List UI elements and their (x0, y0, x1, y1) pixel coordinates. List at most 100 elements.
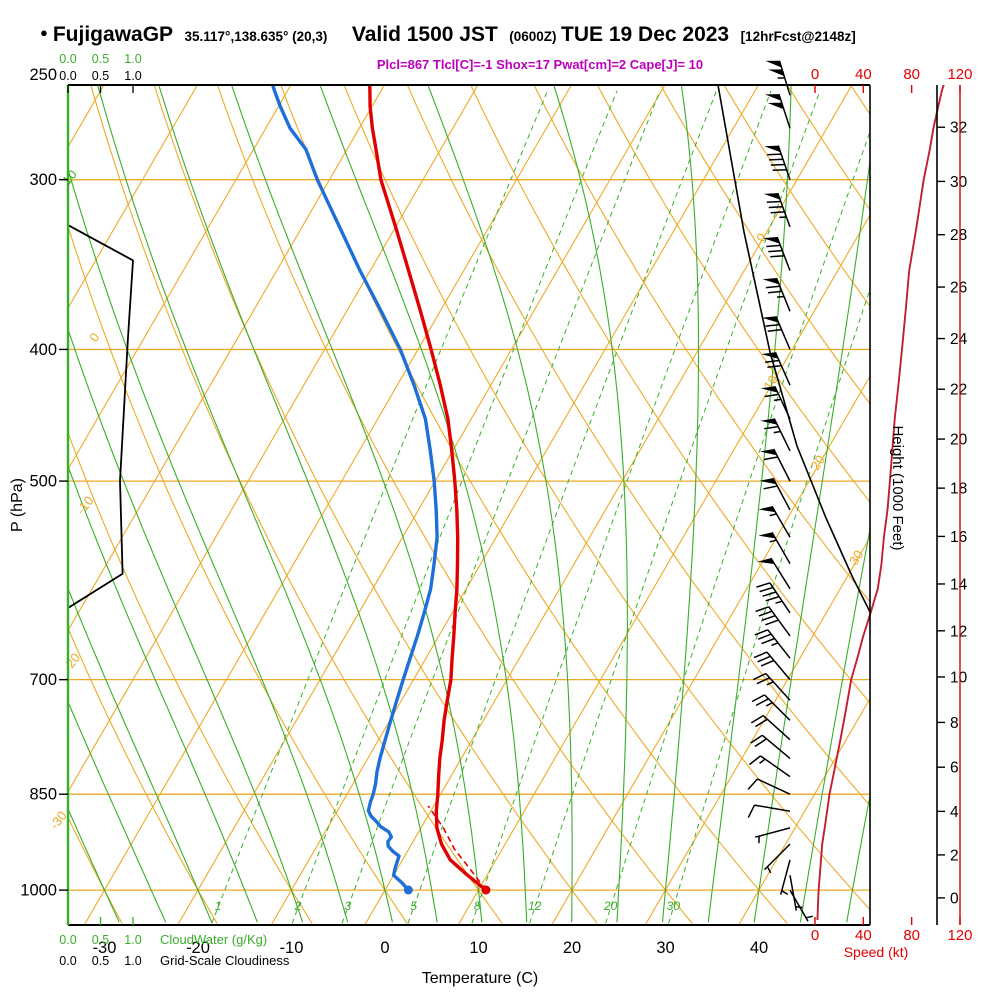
wind-barb-pennant (768, 69, 785, 77)
isotherm-label: 30 (846, 547, 866, 567)
mixing-ratio-label: 30 (667, 899, 681, 913)
height-tick-label: 20 (950, 432, 968, 449)
temperature-tick-label: 20 (563, 939, 581, 957)
wind-barb-pennant (761, 352, 779, 359)
height-tick-label: 32 (950, 120, 967, 137)
height-axis-title: Height (1000 Feet) (889, 425, 906, 550)
station-bullet-icon: ● (40, 25, 48, 40)
wind-barb (753, 651, 791, 681)
temperature-tick-label: -30 (93, 939, 117, 957)
mixing-ratio-label: 12 (528, 899, 542, 913)
speed-axis-title: Speed (kt) (844, 944, 909, 960)
title-bar: ● FujigawaGP 35.117°,138.635° (20,3) Vali… (40, 23, 856, 47)
cloudwater-scale-tick-bottom: 0.0 (59, 933, 76, 947)
speed-tick-label-bottom: 40 (855, 927, 872, 944)
cloudiness-scale-tick-top: 0.0 (59, 69, 76, 83)
wind-barb (756, 582, 791, 614)
wind-barb (755, 606, 791, 637)
wind-barb (765, 277, 791, 312)
temperature-tick-label: 0 (380, 939, 389, 957)
height-tick-label: 24 (950, 331, 968, 348)
speed-tick-label-top: 120 (947, 66, 972, 83)
isotherm-label: 20 (807, 452, 827, 472)
cloudiness-scale-tick-bottom: 1.0 (124, 954, 141, 968)
left-edge-green-label: 10 (59, 167, 80, 188)
surface-temperature-dot (481, 885, 491, 895)
wind-barb (750, 714, 791, 741)
mixing-ratio-label: 5 (410, 899, 417, 913)
height-tick-label: 0 (950, 890, 959, 907)
wind-barb-pennant (758, 506, 776, 513)
speed-tick-label-top: 80 (903, 66, 920, 83)
wind-barb (750, 734, 791, 759)
speed-tick-label-bottom: 80 (903, 927, 920, 944)
wind-barb-pennant (759, 478, 777, 485)
pressure-tick-label: 300 (29, 171, 57, 189)
height-tick-label: 12 (950, 623, 967, 640)
wind-barb (747, 804, 791, 818)
height-tick-label: 4 (950, 804, 959, 821)
wind-barb-pennant (764, 145, 781, 153)
isotherm-label: 0 (753, 230, 770, 244)
wind-barb-pennant (762, 316, 779, 323)
height-tick-label: 18 (950, 481, 967, 498)
cloudwater-scale-tick-top: 1.0 (124, 52, 141, 66)
valid-zulu: (0600Z) (509, 29, 557, 44)
height-tick-label: 26 (950, 280, 967, 297)
valid-date: TUE 19 Dec 2023 (561, 23, 730, 46)
height-tick-label: 28 (950, 227, 967, 244)
height-tick-label: 30 (950, 174, 968, 191)
wind-barb-pennant (759, 449, 777, 456)
wind-barb-pennant (763, 237, 780, 244)
wind-barbs (747, 60, 813, 922)
pressure-tick-label: 1000 (20, 882, 57, 900)
cloudwater-scale-tick-bottom: 1.0 (124, 933, 141, 947)
wind-barb (778, 93, 791, 129)
wind-barb (767, 145, 791, 180)
mixing-ratio-label: 1 (215, 899, 222, 913)
cloudwater-axis-title: CloudWater (g/Kg) (160, 932, 267, 947)
wind-barb (777, 60, 791, 96)
pressure-tick-label: 500 (29, 473, 57, 491)
pressure-tick-label: 700 (29, 671, 57, 689)
speed-tick-label-bottom: 120 (947, 927, 972, 944)
cloudiness-scale-tick-top: 0.5 (92, 69, 109, 83)
station-name: FujigawaGP (52, 23, 174, 46)
cloudwater-scale-tick-top: 0.0 (59, 52, 76, 66)
cloudwater-scale-tick-top: 0.5 (92, 52, 109, 66)
wind-barb (766, 192, 791, 228)
cloudiness-axis-title: Grid-Scale Cloudiness (160, 953, 290, 968)
height-tick-label: 8 (950, 715, 959, 732)
pressure-tick-label: 250 (29, 66, 57, 84)
temperature-profile (368, 85, 488, 892)
station-coords: 35.117°,138.635° (20,3) (184, 29, 328, 44)
pressure-axis-title: P (hPa) (9, 478, 26, 532)
wind-barb-pennant (758, 532, 776, 539)
wind-barb (766, 236, 791, 271)
speed-tick-label-top: 0 (811, 66, 819, 83)
dry-adiabat-label: 0 (86, 330, 102, 345)
wind-barb-pennant (757, 558, 775, 565)
wind-barb (755, 827, 791, 844)
pressure-tick-label: 400 (29, 341, 57, 359)
wind-barb-pennant (763, 193, 781, 200)
wind-barb-pennant (760, 386, 778, 393)
temperature-tick-label: -10 (280, 939, 304, 957)
speed-tick-label-bottom: 0 (811, 927, 819, 944)
height-tick-label: 22 (950, 382, 967, 399)
wind-barb (763, 448, 791, 482)
wind-barb-pennant (764, 94, 781, 101)
wind-barb-pennant (762, 278, 780, 285)
wind-barb (752, 672, 791, 701)
temperature-tick-label: 40 (750, 939, 768, 957)
height-tick-label: 10 (950, 669, 968, 686)
height-tick-label: 6 (950, 760, 959, 777)
wind-barb (751, 694, 791, 721)
wind-barb-pennant (765, 60, 782, 68)
cloudiness-scale-tick-bottom: 0.0 (59, 954, 76, 968)
wind-barb (763, 843, 791, 874)
valid-time: Valid 1500 JST (351, 23, 498, 46)
wind-barb (770, 557, 791, 590)
height-tick-label: 16 (950, 529, 967, 546)
